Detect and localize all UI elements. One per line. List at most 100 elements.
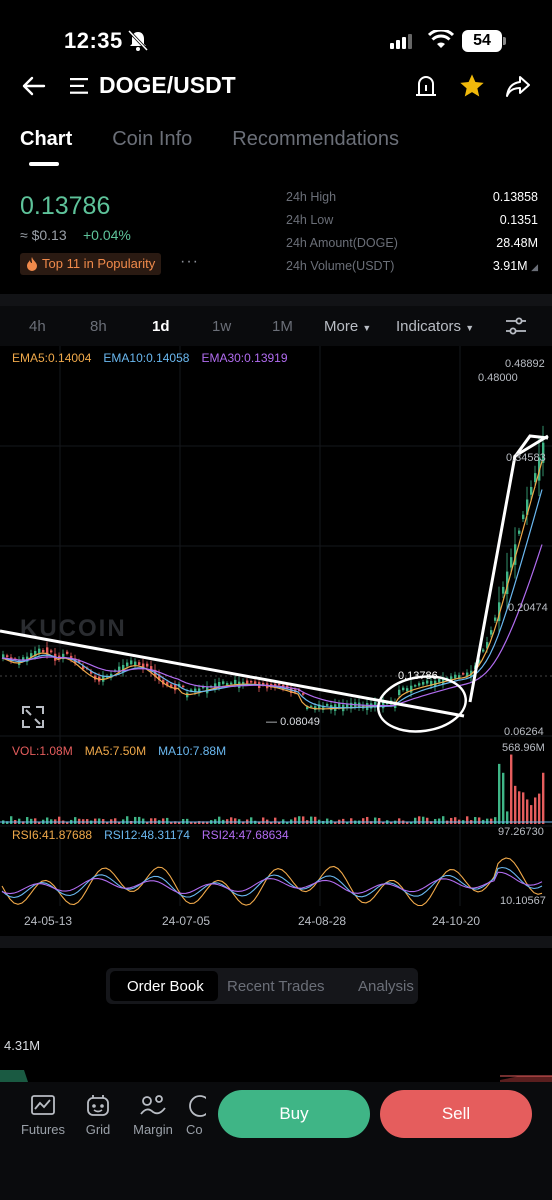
stat-row: 24h High 0.13858 <box>286 190 538 213</box>
copy-tool[interactable]: Co <box>176 1094 208 1137</box>
volume-bar <box>270 821 273 824</box>
candle-body <box>66 651 69 654</box>
candle-body <box>538 457 541 481</box>
volume-bar <box>206 821 209 824</box>
pair-title[interactable]: DOGE/USDT <box>99 72 236 98</box>
candle-body <box>514 544 517 565</box>
volume-bar <box>150 818 153 824</box>
interval-1w[interactable]: 1w <box>212 318 232 335</box>
candle-body <box>82 665 85 669</box>
volume-bar <box>286 821 289 824</box>
candle-body <box>302 693 305 695</box>
volume-bar <box>74 817 77 824</box>
favorite-star-icon[interactable] <box>458 72 486 100</box>
candle-body <box>346 703 349 708</box>
popularity-badge[interactable]: Top 11 in Popularity <box>20 253 162 275</box>
candle-body <box>146 663 149 667</box>
candle-body <box>230 682 233 685</box>
chart-settings-icon[interactable] <box>505 316 527 336</box>
volume-bar <box>46 817 49 824</box>
volume-bar <box>410 821 413 824</box>
circle-annotation <box>377 675 467 733</box>
ema5-label: EMA5:0.14004 <box>12 351 92 365</box>
grid-tool[interactable]: Grid <box>68 1094 128 1137</box>
back-arrow-icon[interactable] <box>20 72 48 100</box>
volume-bar <box>298 816 301 824</box>
candle-body <box>398 689 401 696</box>
volume-bar <box>202 821 205 824</box>
copy-label: Co <box>186 1122 203 1137</box>
price-alert-icon[interactable] <box>414 72 438 100</box>
stat-value: 28.48M <box>496 236 538 250</box>
volume-bar <box>426 817 429 824</box>
candle-body <box>214 683 217 689</box>
volume-bar <box>218 816 221 824</box>
indicators-button[interactable]: Indicators ▼ <box>396 318 475 335</box>
tab-coin-info[interactable]: Coin Info <box>112 128 193 150</box>
volume-bar <box>538 793 541 824</box>
volume-bar <box>478 817 481 824</box>
candle-body <box>482 649 485 652</box>
battery-icon: 54 <box>462 30 506 52</box>
candle-body <box>130 660 133 665</box>
candle-body <box>522 514 525 520</box>
tab-recent-trades[interactable]: Recent Trades <box>227 978 325 995</box>
interval-bar: 4h 8h 1d 1w 1M More ▼ Indicators ▼ <box>0 306 552 346</box>
ema-legend: EMA5:0.14004 EMA10:0.14058 EMA30:0.13919 <box>12 351 288 365</box>
volume-bar <box>66 821 69 824</box>
stat-value: 0.13858 <box>492 190 538 204</box>
margin-tool[interactable]: Margin <box>123 1094 183 1137</box>
candle-body <box>278 683 281 686</box>
futures-icon <box>31 1095 55 1115</box>
fullscreen-icon[interactable] <box>22 706 44 728</box>
futures-tool[interactable]: Futures <box>13 1094 73 1137</box>
volume-bar <box>530 805 533 824</box>
ema-lines <box>1 461 543 710</box>
interval-more[interactable]: More ▼ <box>324 318 372 335</box>
buy-button[interactable]: Buy <box>218 1090 370 1138</box>
depth-value: 4.31M <box>4 1038 41 1053</box>
rsi-axis-top: 97.26730 <box>498 826 544 838</box>
ema30-label: EMA30:0.13919 <box>201 351 288 365</box>
interval-8h[interactable]: 8h <box>90 318 107 335</box>
tab-recommendations[interactable]: Recommendations <box>232 128 400 150</box>
rsi24-label: RSI24:47.68634 <box>201 828 289 842</box>
stat-label: 24h Amount(DOGE) <box>286 236 398 250</box>
interval-4h[interactable]: 4h <box>29 318 46 335</box>
candle-body <box>402 687 405 691</box>
volume-bar <box>450 817 453 824</box>
candle-body <box>138 662 141 665</box>
sell-button[interactable]: Sell <box>380 1090 532 1138</box>
interval-1d[interactable]: 1d <box>152 318 170 335</box>
candle-body <box>222 681 225 684</box>
tab-analysis[interactable]: Analysis <box>358 978 414 995</box>
tab-order-book[interactable]: Order Book <box>127 978 204 995</box>
trendline-annotation <box>0 629 465 718</box>
candle-body <box>410 685 413 693</box>
margin-label: Margin <box>133 1122 173 1137</box>
volume-bar <box>126 816 129 824</box>
candle-body <box>306 706 309 710</box>
volume-bar <box>94 818 97 824</box>
volume-bar <box>146 821 149 824</box>
volume-bar <box>490 818 493 824</box>
ema30-line <box>1 544 543 707</box>
share-icon[interactable] <box>504 72 532 100</box>
pair-menu-icon[interactable] <box>70 78 90 94</box>
volume-bar <box>422 816 425 824</box>
grid-label: Grid <box>85 1122 111 1137</box>
candle-body <box>326 704 329 706</box>
volume-bar <box>142 818 145 824</box>
candle-body <box>442 677 445 685</box>
volume-bar <box>278 821 281 824</box>
volume-bar <box>542 772 545 824</box>
arrow-head-annotation <box>512 434 549 459</box>
candle-body <box>42 649 45 653</box>
volume-bar <box>98 818 101 824</box>
candlestick-chart[interactable]: KUCOIN <box>0 346 552 936</box>
volume-bar <box>370 821 373 824</box>
interval-1m[interactable]: 1M <box>272 318 293 335</box>
date-label: 24-10-20 <box>432 914 481 928</box>
tab-chart[interactable]: Chart <box>20 128 73 166</box>
more-options-icon[interactable]: ··· <box>180 253 199 270</box>
